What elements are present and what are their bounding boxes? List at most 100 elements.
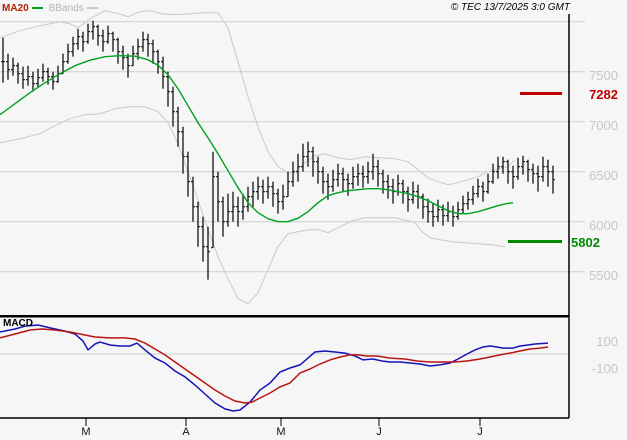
price-bar <box>306 141 310 167</box>
price-bar <box>266 176 270 199</box>
price-bar <box>351 166 355 189</box>
price-bar <box>16 62 20 84</box>
chart-frame <box>0 14 570 426</box>
price-bar <box>241 193 245 220</box>
price-bar <box>121 45 125 70</box>
price-bar <box>286 171 290 198</box>
price-bar <box>316 156 320 184</box>
price-bar <box>531 163 535 184</box>
price-bar <box>96 24 100 46</box>
price-bar <box>66 43 70 64</box>
price-bar <box>546 159 550 187</box>
price-bar <box>76 28 80 50</box>
bbands-legend-label: BBands <box>48 2 84 14</box>
price-bar <box>436 199 440 222</box>
macd-axis-label: -100 <box>591 360 618 376</box>
price-bar <box>411 181 415 204</box>
price-bar <box>91 20 95 40</box>
price-bar <box>171 86 175 127</box>
price-bar <box>496 156 500 179</box>
price-bar <box>261 179 265 204</box>
bbands-legend-swatch <box>86 7 98 9</box>
legend: MA20 BBands <box>2 2 104 14</box>
support-resistance-levels <box>508 92 562 243</box>
price-bar <box>181 126 185 174</box>
price-bar <box>341 167 345 192</box>
ma20-legend-label: MA20 <box>2 2 29 14</box>
price-bar <box>461 195 465 214</box>
month-label: M <box>81 426 91 438</box>
macd-lines <box>0 324 549 412</box>
price-bar <box>521 155 525 175</box>
price-axis-label: 7500 <box>589 67 618 83</box>
ma20-legend-swatch <box>31 7 43 9</box>
price-bar <box>151 39 155 64</box>
price-bar <box>281 184 285 210</box>
price-bar <box>486 173 490 194</box>
macd-axis-label: 100 <box>596 333 618 349</box>
price-bar <box>376 159 380 187</box>
price-bar <box>236 196 240 227</box>
price-bar <box>226 193 230 227</box>
bb-upper-line <box>0 10 516 186</box>
price-bar <box>541 156 545 182</box>
price-bar <box>321 166 325 194</box>
ma20-line <box>0 54 514 223</box>
price-bar <box>456 201 460 220</box>
price-bar <box>366 161 370 184</box>
price-bar <box>481 181 485 202</box>
price-bar <box>186 151 190 197</box>
price-bar <box>331 169 335 192</box>
price-bar <box>381 169 385 194</box>
bollinger-bands <box>0 10 516 305</box>
price-axis-label: 5500 <box>589 267 618 283</box>
price-bar <box>551 165 555 194</box>
price-bar <box>426 198 430 223</box>
price-bar <box>166 71 170 107</box>
macd-panel-label: MACD <box>3 318 33 329</box>
price-bar <box>221 196 225 237</box>
price-bar <box>491 163 495 184</box>
price-bar <box>46 67 50 85</box>
price-bar <box>111 31 115 52</box>
price-bar <box>101 29 105 52</box>
price-bar <box>406 186 410 212</box>
price-bar <box>196 201 200 247</box>
price-bar <box>451 205 455 227</box>
price-bar <box>106 25 110 44</box>
price-bar <box>371 153 375 180</box>
price-bar <box>246 186 250 212</box>
price-bar <box>271 181 275 207</box>
price-bar <box>26 65 30 86</box>
signal-curve <box>0 328 549 404</box>
price-bar <box>41 63 45 82</box>
price-bar <box>526 159 530 182</box>
price-bar <box>506 159 510 184</box>
price-bar <box>31 71 35 92</box>
candlesticks <box>1 20 555 280</box>
month-label: J <box>477 426 483 438</box>
price-axis-label: 6500 <box>589 167 618 183</box>
price-bar <box>191 176 195 222</box>
copyright-text: © TEC 13/7/2025 3:0 GMT <box>450 2 570 13</box>
macd-curve <box>0 324 549 412</box>
price-bar <box>431 203 435 227</box>
price-bar <box>296 153 300 182</box>
panel-separator <box>0 315 569 318</box>
price-bar <box>511 165 515 189</box>
price-bar <box>421 193 425 219</box>
price-bar <box>256 176 260 200</box>
price-bar <box>161 56 165 89</box>
price-bar <box>356 163 360 186</box>
price-bar <box>136 38 140 60</box>
price-bar <box>156 49 160 74</box>
price-bar <box>251 181 255 207</box>
price-bar <box>1 37 5 83</box>
price-bar <box>36 68 40 87</box>
price-bar <box>386 174 390 199</box>
bb-lower-line <box>0 106 506 305</box>
price-bar <box>51 71 55 90</box>
price-bar <box>276 188 280 214</box>
